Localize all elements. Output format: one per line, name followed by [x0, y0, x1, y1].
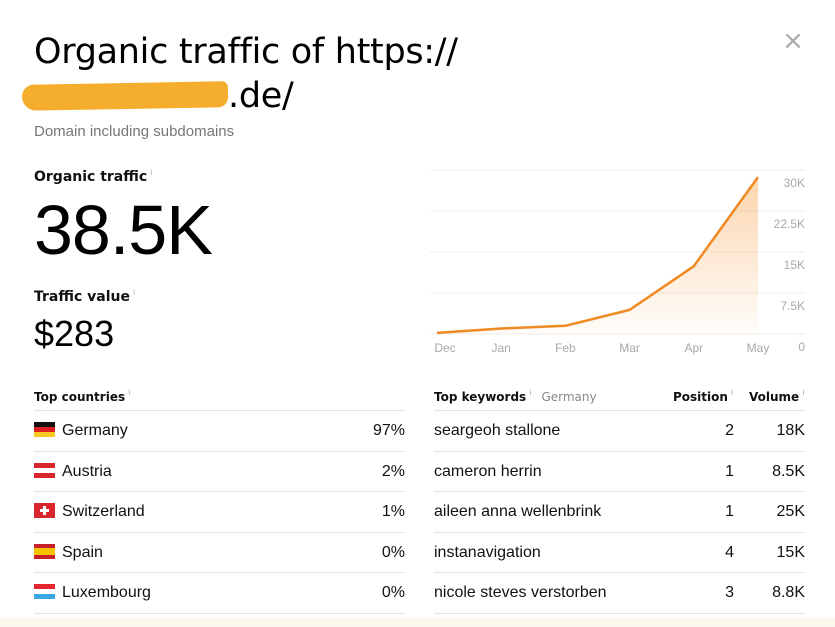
close-icon[interactable]: × — [782, 26, 804, 56]
country-row[interactable]: Austria 2% — [34, 452, 405, 492]
country-share: 97% — [372, 422, 405, 439]
top-keywords-title: Top keywords i Germany — [434, 388, 597, 404]
keyword-volume: 8.5K — [772, 462, 805, 480]
keyword-position: 4 — [725, 543, 734, 561]
title-prefix: Organic traffic of https:// — [34, 32, 458, 72]
keyword-volume: 8.8K — [772, 584, 805, 601]
keyword-text[interactable]: nicole steves verstorben — [434, 584, 607, 601]
page-title: Organic traffic of https:// .de/ — [21, 30, 594, 118]
keyword-text[interactable]: cameron herrin — [434, 462, 542, 480]
country-name[interactable]: Spain — [62, 543, 103, 561]
keyword-volume: 15K — [776, 543, 805, 561]
country-row[interactable]: Luxembourg 0% — [34, 573, 405, 614]
es-flag-icon — [34, 543, 55, 559]
keyword-row[interactable]: instanavigation 4 15K — [434, 533, 805, 573]
y-tick-label: 15K — [783, 258, 805, 272]
country-name[interactable]: Switzerland — [62, 503, 145, 520]
chart-area — [437, 177, 758, 334]
position-column-header[interactable]: Position i — [673, 388, 733, 404]
y-tick-label: 22.5K — [773, 217, 805, 231]
top-countries-table: Top countries i Germany 97% Austria 2% Switze… — [34, 380, 405, 614]
keyword-row[interactable]: aileen anna wellenbrink 1 25K — [434, 492, 805, 533]
keyword-volume: 18K — [776, 422, 805, 439]
country-name[interactable]: Luxembourg — [62, 584, 151, 601]
y-tick-label: 30K — [783, 176, 805, 190]
info-icon[interactable]: i — [802, 388, 805, 397]
country-name[interactable]: Austria — [62, 462, 112, 480]
keyword-row[interactable]: seargeoh stallone 2 18K — [434, 411, 805, 452]
keyword-text[interactable]: instanavigation — [434, 543, 541, 561]
keyword-rows: seargeoh stallone 2 18K cameron herrin 1 8.5K… — [434, 411, 805, 614]
de-flag-icon — [34, 422, 55, 437]
traffic-chart-svg — [430, 169, 805, 335]
volume-header-text: Volume — [749, 390, 800, 404]
info-icon[interactable]: i — [529, 388, 532, 397]
top-countries-header: Top countries i — [34, 380, 405, 411]
country-name[interactable]: Germany — [62, 422, 128, 439]
top-keywords-table: Top keywords i Germany Position i Volume i s… — [434, 380, 805, 614]
top-countries-title: Top countries i — [34, 388, 130, 404]
y-tick-label: 0 — [798, 340, 805, 354]
bottom-strip — [0, 618, 835, 627]
keyword-position: 2 — [725, 422, 734, 439]
organic-traffic-label-text: Organic traffic — [34, 169, 148, 185]
country-share: 2% — [381, 462, 405, 480]
keyword-row[interactable]: cameron herrin 1 8.5K — [434, 452, 805, 492]
keyword-position: 1 — [725, 503, 734, 520]
at-flag-icon — [34, 462, 55, 478]
x-tick-label: Apr — [684, 341, 704, 355]
traffic-chart[interactable]: 30K 22.5K 15K 7.5K 0 Dec Jan Feb Mar Apr May — [425, 160, 835, 365]
organic-traffic-label: Organic traffic i — [34, 168, 152, 185]
info-icon[interactable]: i — [150, 168, 153, 177]
keyword-volume: 25K — [776, 503, 805, 520]
info-icon[interactable]: i — [132, 288, 136, 297]
x-tick-label: May — [746, 341, 770, 355]
info-icon[interactable]: i — [730, 388, 734, 397]
traffic-value-amount: $283 — [34, 313, 115, 354]
keyword-position: 3 — [725, 584, 734, 601]
top-keywords-title-text: Top keywords — [434, 390, 527, 404]
organic-traffic-value: 38.5K — [34, 191, 213, 269]
y-tick-label: 7.5K — [780, 299, 805, 313]
keyword-row[interactable]: nicole steves verstorben 3 8.8K — [434, 573, 805, 614]
country-row[interactable]: Switzerland 1% — [34, 492, 405, 533]
country-share: 1% — [381, 503, 405, 520]
traffic-value-label: Traffic value i — [34, 288, 135, 305]
keyword-text[interactable]: aileen anna wellenbrink — [434, 503, 602, 520]
title-domain-suffix: .de/ — [228, 76, 294, 116]
x-tick-label: Mar — [619, 341, 640, 355]
position-header-text: Position — [673, 390, 728, 404]
traffic-value-label-text: Traffic value — [34, 289, 130, 305]
top-keywords-header: Top keywords i Germany Position i Volume i — [434, 380, 805, 411]
lu-flag-icon — [34, 584, 55, 599]
volume-column-header[interactable]: Volume i — [749, 388, 804, 404]
country-rows: Germany 97% Austria 2% Switzerland 1% Spain 0% L… — [34, 411, 405, 614]
top-countries-title-text: Top countries — [34, 390, 126, 404]
keyword-text[interactable]: seargeoh stallone — [434, 422, 561, 439]
redacted-domain — [21, 81, 229, 111]
info-icon[interactable]: i — [128, 388, 131, 397]
country-share: 0% — [381, 584, 405, 601]
country-share: 0% — [381, 543, 405, 561]
keyword-position: 1 — [725, 462, 734, 480]
x-tick-label: Feb — [555, 341, 576, 355]
x-tick-label: Dec — [434, 341, 456, 355]
country-row[interactable]: Germany 97% — [34, 411, 405, 452]
keywords-country: Germany — [541, 390, 597, 404]
country-row[interactable]: Spain 0% — [34, 533, 405, 573]
ch-flag-icon — [34, 503, 55, 518]
x-tick-label: Jan — [491, 341, 511, 355]
subtitle: Domain including subdomains — [34, 123, 235, 140]
chart-line — [436, 176, 760, 335]
